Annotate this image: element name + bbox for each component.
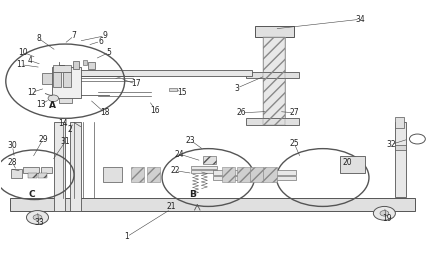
Bar	[396, 145, 406, 150]
Circle shape	[33, 215, 42, 220]
Bar	[169, 88, 177, 91]
Bar	[103, 167, 122, 182]
Text: B: B	[190, 190, 196, 198]
Bar	[28, 173, 37, 178]
Text: 32: 32	[386, 140, 396, 149]
Text: 23: 23	[186, 136, 195, 145]
Text: 21: 21	[166, 202, 175, 211]
Text: C: C	[28, 190, 35, 198]
Text: 15: 15	[177, 88, 187, 97]
Text: 18: 18	[100, 108, 109, 117]
Bar	[53, 71, 61, 87]
Text: 22: 22	[171, 166, 180, 175]
Text: A: A	[49, 101, 55, 110]
Bar	[263, 167, 276, 182]
Bar	[246, 118, 299, 125]
Bar	[255, 26, 294, 37]
Text: 29: 29	[39, 135, 48, 143]
Text: 12: 12	[27, 88, 37, 97]
Text: 3: 3	[234, 84, 239, 93]
Bar	[396, 123, 406, 197]
Text: 7: 7	[72, 31, 77, 40]
Text: 17: 17	[131, 80, 140, 88]
Bar	[203, 156, 216, 164]
Text: 24: 24	[175, 150, 184, 159]
Bar	[246, 71, 299, 78]
Text: 4: 4	[27, 56, 32, 65]
Text: 25: 25	[289, 139, 299, 148]
Text: 27: 27	[289, 108, 299, 117]
Text: 31: 31	[60, 137, 70, 146]
Bar	[42, 73, 51, 84]
Text: 19: 19	[382, 214, 392, 223]
Circle shape	[373, 207, 396, 220]
Bar	[88, 62, 95, 69]
Bar	[190, 170, 217, 173]
Text: 14: 14	[58, 119, 68, 128]
Text: 26: 26	[237, 108, 246, 117]
Bar	[250, 167, 263, 182]
Text: 9: 9	[102, 31, 107, 40]
Bar	[38, 173, 47, 178]
Text: 11: 11	[16, 60, 26, 69]
Circle shape	[380, 210, 389, 216]
Text: 20: 20	[342, 158, 352, 167]
Bar	[396, 117, 404, 128]
Text: 1: 1	[124, 232, 129, 241]
Bar	[53, 65, 71, 71]
Text: 6: 6	[98, 37, 103, 46]
Bar	[70, 123, 81, 210]
Bar	[83, 60, 87, 65]
Bar	[237, 167, 250, 182]
Text: 5: 5	[107, 48, 112, 57]
Text: 10: 10	[19, 48, 28, 57]
Text: 33: 33	[34, 219, 44, 227]
Text: 2: 2	[67, 125, 72, 134]
Bar	[54, 70, 253, 76]
Bar	[147, 167, 160, 182]
Bar	[263, 37, 285, 125]
Circle shape	[48, 95, 58, 101]
Bar	[10, 198, 415, 210]
Text: 28: 28	[8, 158, 17, 167]
Bar	[63, 71, 71, 87]
Text: 8: 8	[36, 34, 41, 43]
Bar	[11, 169, 22, 178]
Bar	[41, 167, 52, 173]
Text: 30: 30	[8, 142, 17, 150]
Text: 34: 34	[355, 15, 365, 24]
Text: 13: 13	[36, 100, 46, 109]
Bar	[222, 167, 235, 182]
Text: 16: 16	[151, 106, 160, 115]
Bar	[58, 98, 72, 103]
Bar	[131, 167, 144, 182]
Bar	[52, 68, 81, 98]
Bar	[340, 155, 365, 173]
Bar	[190, 166, 217, 169]
Circle shape	[27, 210, 48, 224]
Bar	[263, 37, 285, 125]
Bar	[213, 170, 296, 175]
Bar	[73, 61, 79, 69]
Bar	[213, 177, 296, 180]
Bar	[54, 123, 65, 210]
Bar	[23, 167, 39, 173]
